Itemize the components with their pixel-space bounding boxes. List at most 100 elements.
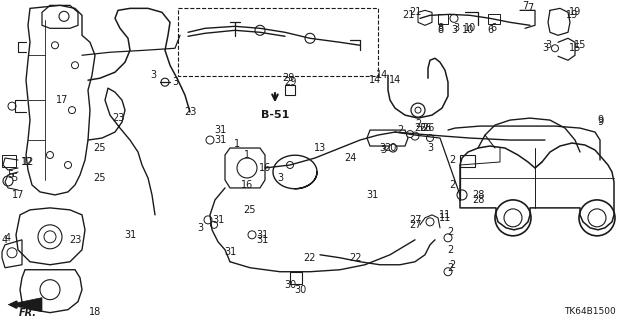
Text: 2: 2 <box>449 260 455 270</box>
Text: 2: 2 <box>447 245 453 255</box>
Text: 31: 31 <box>366 190 378 200</box>
Text: 23: 23 <box>112 113 124 123</box>
Text: 25: 25 <box>93 173 106 183</box>
Text: 31: 31 <box>224 247 236 257</box>
Text: 3: 3 <box>172 77 178 87</box>
Text: 3: 3 <box>453 23 459 33</box>
Bar <box>285 85 295 95</box>
Text: 5: 5 <box>11 173 17 183</box>
Text: 23: 23 <box>184 107 196 117</box>
Text: 4: 4 <box>5 233 11 243</box>
Text: 7: 7 <box>527 4 533 13</box>
Bar <box>488 14 500 24</box>
Text: 30: 30 <box>294 285 306 295</box>
Text: 19: 19 <box>566 10 578 20</box>
Circle shape <box>444 268 452 276</box>
Text: 3: 3 <box>545 40 551 50</box>
Text: 9: 9 <box>597 115 603 125</box>
Text: 18: 18 <box>89 307 101 317</box>
Circle shape <box>444 234 452 242</box>
Text: 29: 29 <box>282 73 294 83</box>
Text: 5: 5 <box>7 170 13 180</box>
Bar <box>460 155 475 167</box>
Circle shape <box>552 45 559 52</box>
Text: 14: 14 <box>376 70 388 80</box>
Bar <box>290 272 302 284</box>
Text: 29: 29 <box>284 77 296 87</box>
Text: 25: 25 <box>93 143 106 153</box>
Text: 30: 30 <box>284 280 296 290</box>
Circle shape <box>287 161 294 168</box>
Circle shape <box>457 190 467 200</box>
Text: 26: 26 <box>422 123 434 133</box>
Circle shape <box>3 176 13 186</box>
Text: 15: 15 <box>569 43 581 53</box>
Text: 1: 1 <box>234 139 240 149</box>
Text: 10: 10 <box>464 23 476 33</box>
Text: 3: 3 <box>150 70 156 80</box>
Text: 14: 14 <box>389 75 401 85</box>
Text: 2: 2 <box>415 119 421 129</box>
Text: 2: 2 <box>447 227 453 237</box>
Text: 26: 26 <box>414 123 426 133</box>
Text: 6: 6 <box>487 25 493 35</box>
Text: 11: 11 <box>439 213 451 223</box>
Text: 21: 21 <box>402 10 414 20</box>
Text: B-51: B-51 <box>261 110 289 120</box>
Circle shape <box>389 144 397 152</box>
Text: 3: 3 <box>379 143 385 153</box>
Bar <box>438 14 448 24</box>
Text: 25: 25 <box>244 205 256 215</box>
Text: 8: 8 <box>437 25 443 35</box>
Text: 13: 13 <box>314 143 326 153</box>
Text: 31: 31 <box>256 235 268 245</box>
Text: 31: 31 <box>214 135 226 145</box>
Circle shape <box>211 221 218 228</box>
Text: 2: 2 <box>449 180 455 190</box>
Text: 8: 8 <box>437 23 443 33</box>
Text: 10: 10 <box>462 25 474 35</box>
Text: 17: 17 <box>56 95 68 105</box>
Text: 14: 14 <box>369 75 381 85</box>
Text: 3: 3 <box>380 145 386 155</box>
Text: 3: 3 <box>542 43 548 53</box>
Text: 3: 3 <box>277 173 283 183</box>
Text: 9: 9 <box>597 117 603 127</box>
Text: 28: 28 <box>472 190 484 200</box>
Text: 12: 12 <box>22 157 34 167</box>
Text: 27: 27 <box>409 220 421 230</box>
Text: 3: 3 <box>427 143 433 153</box>
Circle shape <box>411 132 419 140</box>
Text: 31: 31 <box>124 230 136 240</box>
Text: 15: 15 <box>574 40 586 50</box>
Text: 27: 27 <box>409 215 421 225</box>
Circle shape <box>426 135 433 142</box>
Text: 20: 20 <box>384 143 396 153</box>
Circle shape <box>406 130 413 137</box>
Text: 1: 1 <box>244 150 250 160</box>
Text: 26: 26 <box>419 123 431 133</box>
Text: 11: 11 <box>439 210 451 220</box>
Bar <box>2 155 16 167</box>
Circle shape <box>161 78 169 86</box>
Text: 4: 4 <box>2 235 8 245</box>
Text: FR.: FR. <box>19 308 37 318</box>
Text: 21: 21 <box>409 7 421 17</box>
Text: 2: 2 <box>447 263 453 273</box>
Circle shape <box>450 14 458 22</box>
Text: 16: 16 <box>259 163 271 173</box>
Text: 3: 3 <box>197 223 203 233</box>
Text: 31: 31 <box>212 215 224 225</box>
Text: 23: 23 <box>69 235 81 245</box>
Text: 2: 2 <box>449 155 455 165</box>
Text: 19: 19 <box>569 7 581 17</box>
Text: 3: 3 <box>451 25 457 35</box>
Text: 31: 31 <box>214 125 226 135</box>
Text: TK64B1500: TK64B1500 <box>564 307 616 316</box>
Text: 22: 22 <box>304 253 316 263</box>
Text: 17: 17 <box>12 190 24 200</box>
Text: 6: 6 <box>490 23 496 33</box>
Text: 24: 24 <box>344 153 356 163</box>
Polygon shape <box>8 298 42 312</box>
Text: 22: 22 <box>349 253 361 263</box>
